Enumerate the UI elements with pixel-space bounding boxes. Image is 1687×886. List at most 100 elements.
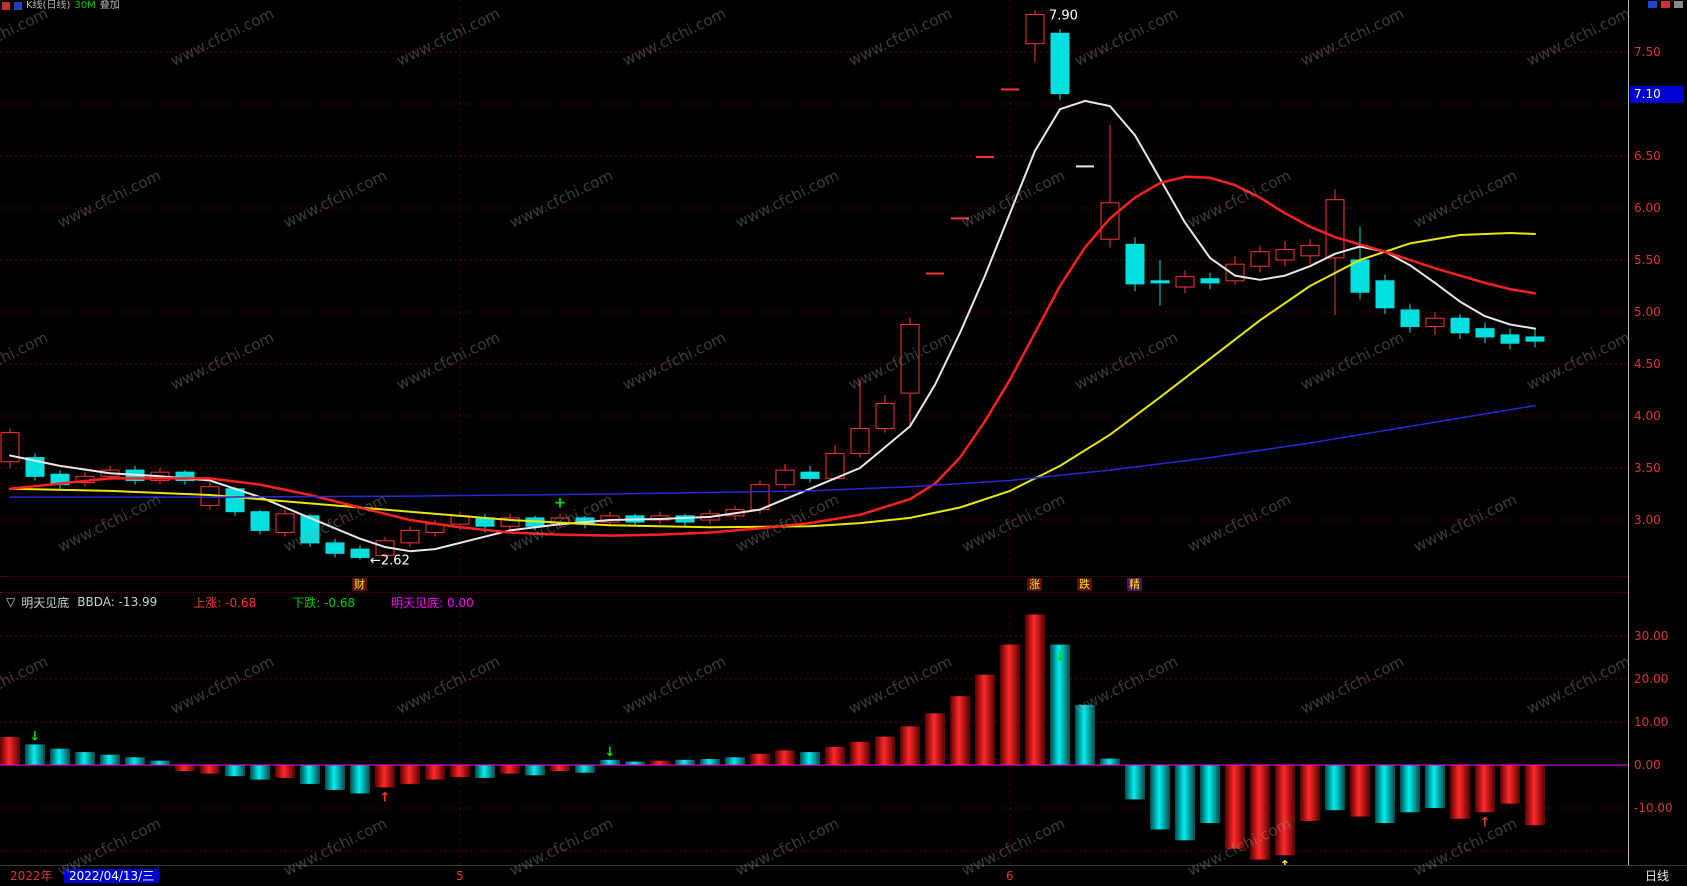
top-left-text: K线(日线) xyxy=(26,0,71,11)
candle-up xyxy=(1025,14,1045,45)
toolbar-square-icon[interactable] xyxy=(1648,1,1657,8)
indicator-name[interactable]: 明天见底 xyxy=(21,595,70,610)
toolbar-square-icon[interactable] xyxy=(1661,1,1670,8)
up-arrow-icon: ↑ xyxy=(1280,858,1291,865)
histogram-bar xyxy=(875,736,895,765)
toolbar-square-icon[interactable] xyxy=(1674,1,1683,8)
candle-up xyxy=(1175,276,1195,288)
candle-down xyxy=(325,542,345,554)
collapse-icon[interactable]: ▽ xyxy=(6,595,16,609)
histogram-bar xyxy=(125,757,145,765)
signal-flag: 财 xyxy=(352,578,367,591)
candle-flat xyxy=(926,272,944,275)
candle-up xyxy=(1325,199,1345,259)
candle-down xyxy=(1525,336,1545,342)
histogram-bar xyxy=(925,713,945,765)
histogram-bar xyxy=(1525,765,1545,826)
signal-flag: 精 xyxy=(1127,578,1142,591)
histogram-bar xyxy=(0,737,20,765)
price-annotation: 7.90 xyxy=(1049,8,1078,23)
price-annotation: ←2.62 xyxy=(370,554,410,569)
histogram-bar xyxy=(150,760,170,765)
month-tick-label: 5 xyxy=(456,869,464,883)
indicator-axis-label: 20.00 xyxy=(1634,672,1669,686)
histogram-bar xyxy=(75,752,95,765)
histogram-bar xyxy=(1475,765,1495,813)
histogram-bar xyxy=(675,759,695,765)
up-arrow-icon: ↑ xyxy=(380,790,391,805)
histogram-bar xyxy=(900,726,920,765)
histogram-bar xyxy=(1225,765,1245,849)
histogram-bar xyxy=(650,760,670,765)
down-arrow-icon: ↓ xyxy=(605,745,616,760)
candle-up xyxy=(500,517,520,527)
histogram-bar xyxy=(500,765,520,774)
month-tick-label: 6 xyxy=(1006,869,1014,883)
candle-down xyxy=(1350,259,1370,293)
status-bar: 2022年 2022/04/13/三 日线 5 6 xyxy=(0,865,1687,886)
candle-down xyxy=(350,548,370,558)
histogram-bar xyxy=(325,765,345,790)
candle-down xyxy=(1150,280,1170,284)
histogram-bar xyxy=(975,674,995,765)
indicator-header: ▽ 明天见底 BBDA: -13.99 上涨: -0.68 下跌: -0.68 明天… xyxy=(0,594,1628,610)
price-axis-label: 5.00 xyxy=(1634,305,1661,319)
indicator-param: 上涨: -0.68 xyxy=(193,595,257,610)
price-axis-label: 6.50 xyxy=(1634,149,1661,163)
histogram-bar xyxy=(550,765,570,771)
top-left-text: 叠加 xyxy=(99,0,120,11)
price-tag: 7.10 xyxy=(1630,85,1684,103)
ma-blue xyxy=(9,404,1536,498)
histogram-bar xyxy=(750,753,770,765)
histogram-bar xyxy=(800,752,820,765)
chart-type-label: K线(日线) 30M 叠加 xyxy=(2,0,120,11)
histogram-bar xyxy=(275,765,295,778)
candle-down xyxy=(1375,280,1395,309)
histogram-bar xyxy=(525,765,545,776)
histogram-bar xyxy=(725,757,745,765)
histogram-bar xyxy=(850,741,870,765)
histogram-bar xyxy=(1000,644,1020,765)
histogram-bar xyxy=(375,765,395,788)
histogram-bar xyxy=(1325,765,1345,811)
histogram-bar xyxy=(950,696,970,765)
histogram-bar xyxy=(600,759,620,765)
buy-signal-cross: + xyxy=(554,494,567,512)
indicator-axis-label: 10.00 xyxy=(1634,715,1669,729)
histogram-bar xyxy=(1250,765,1270,860)
histogram-bar xyxy=(175,765,195,771)
ma-yellow xyxy=(9,232,1536,529)
histogram-bar xyxy=(575,765,595,773)
indicator-param: 下跌: -0.68 xyxy=(292,595,356,610)
indicator-histogram-chart[interactable]: ↓ ↑ ↓ ↓ ↑ ↑ xyxy=(0,610,1628,865)
price-axis-label: 5.50 xyxy=(1634,253,1661,267)
main-candlestick-chart[interactable]: 7.90 ←2.62 + xyxy=(0,0,1628,577)
candle-up xyxy=(775,469,795,486)
down-arrow-icon: ↓ xyxy=(1055,650,1066,665)
candle-down xyxy=(800,471,820,479)
histogram-bar xyxy=(1300,765,1320,821)
up-arrow-icon: ↑ xyxy=(1480,815,1491,830)
candle-up xyxy=(1425,317,1445,328)
histogram-bar xyxy=(25,744,45,765)
histogram-bar xyxy=(1350,765,1370,817)
candle-up xyxy=(275,513,295,533)
candle-down xyxy=(1400,309,1420,328)
candle-up xyxy=(1250,251,1270,267)
price-axis-label: 7.50 xyxy=(1634,45,1661,59)
indicator-axis-label: -10.00 xyxy=(1634,801,1673,815)
histogram-bar xyxy=(400,765,420,784)
price-axis-label: 4.00 xyxy=(1634,409,1661,423)
indicator-param: 明天见底: 0.00 xyxy=(391,595,474,610)
candle-flat xyxy=(951,217,969,220)
indicator-axis-label: 30.00 xyxy=(1634,629,1669,643)
period-label[interactable]: 日线 xyxy=(1645,869,1670,883)
price-axis-label: 4.50 xyxy=(1634,357,1661,371)
toolbar-icons[interactable] xyxy=(1648,1,1683,8)
pane-divider: 财涨跌精 xyxy=(0,576,1628,593)
histogram-bar xyxy=(50,748,70,765)
candle-down xyxy=(300,515,320,544)
candle-down xyxy=(1125,243,1145,285)
histogram-bar xyxy=(1500,765,1520,804)
candle-down xyxy=(1450,317,1470,334)
